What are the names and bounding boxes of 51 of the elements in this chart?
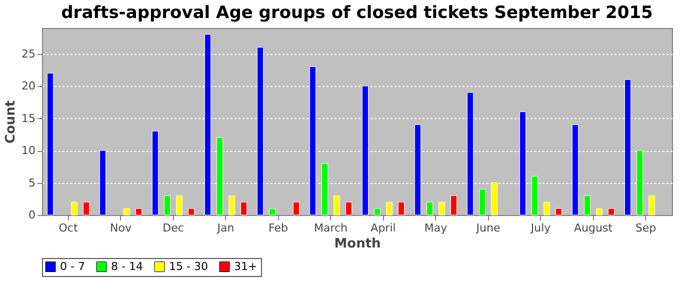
bar (374, 208, 380, 216)
y-tick-label: 5 (28, 176, 36, 190)
x-tick-label: May (424, 222, 448, 234)
bar (176, 195, 182, 216)
bar (438, 202, 445, 216)
bar (479, 188, 486, 216)
bar (334, 195, 340, 216)
bar (596, 208, 602, 216)
bar (648, 195, 655, 216)
bar (450, 195, 457, 216)
x-axis-title: Month (334, 236, 381, 252)
bar (556, 208, 562, 216)
x-tick-label: June (475, 222, 500, 234)
x-tick-label: Oct (58, 222, 78, 234)
y-tick-label: 0 (28, 208, 36, 222)
x-tick-label: Sep (635, 222, 656, 234)
bar (124, 208, 130, 216)
bar (71, 202, 78, 216)
legend-label: 15 - 30 (169, 260, 208, 273)
x-tick-label: Nov (110, 222, 132, 234)
x-tick-label: Dec (162, 222, 184, 234)
bar (269, 208, 276, 216)
bar (544, 202, 550, 216)
legend-label: 0 - 7 (60, 260, 85, 273)
x-tick-label: Feb (268, 222, 288, 234)
legend-label: 8 - 14 (111, 260, 143, 273)
bar (188, 208, 194, 216)
bar (136, 208, 142, 216)
x-tick-label: August (574, 222, 614, 234)
bar (164, 195, 170, 216)
bar (386, 202, 392, 216)
chart-title: drafts-approval Age groups of closed tickets September 2015 (61, 3, 653, 23)
x-tick-label: July (530, 222, 552, 234)
bar (228, 195, 235, 216)
bar (240, 202, 247, 216)
y-tick-label: 15 (22, 112, 36, 125)
bar (346, 202, 352, 216)
bar (398, 202, 404, 216)
y-tick-label: 20 (22, 80, 36, 93)
x-tick-label: Jan (216, 222, 234, 234)
bar (293, 202, 300, 216)
bar (426, 202, 433, 216)
x-tick-label: March (314, 222, 348, 234)
x-tick-label: April (370, 222, 396, 234)
y-tick-label: 25 (22, 47, 36, 60)
bar (584, 195, 590, 216)
legend-label: 31+ (234, 260, 258, 273)
bar (83, 202, 90, 216)
bar (608, 208, 614, 216)
y-axis-title: Count (4, 100, 19, 144)
y-tick-label: 10 (22, 144, 36, 158)
